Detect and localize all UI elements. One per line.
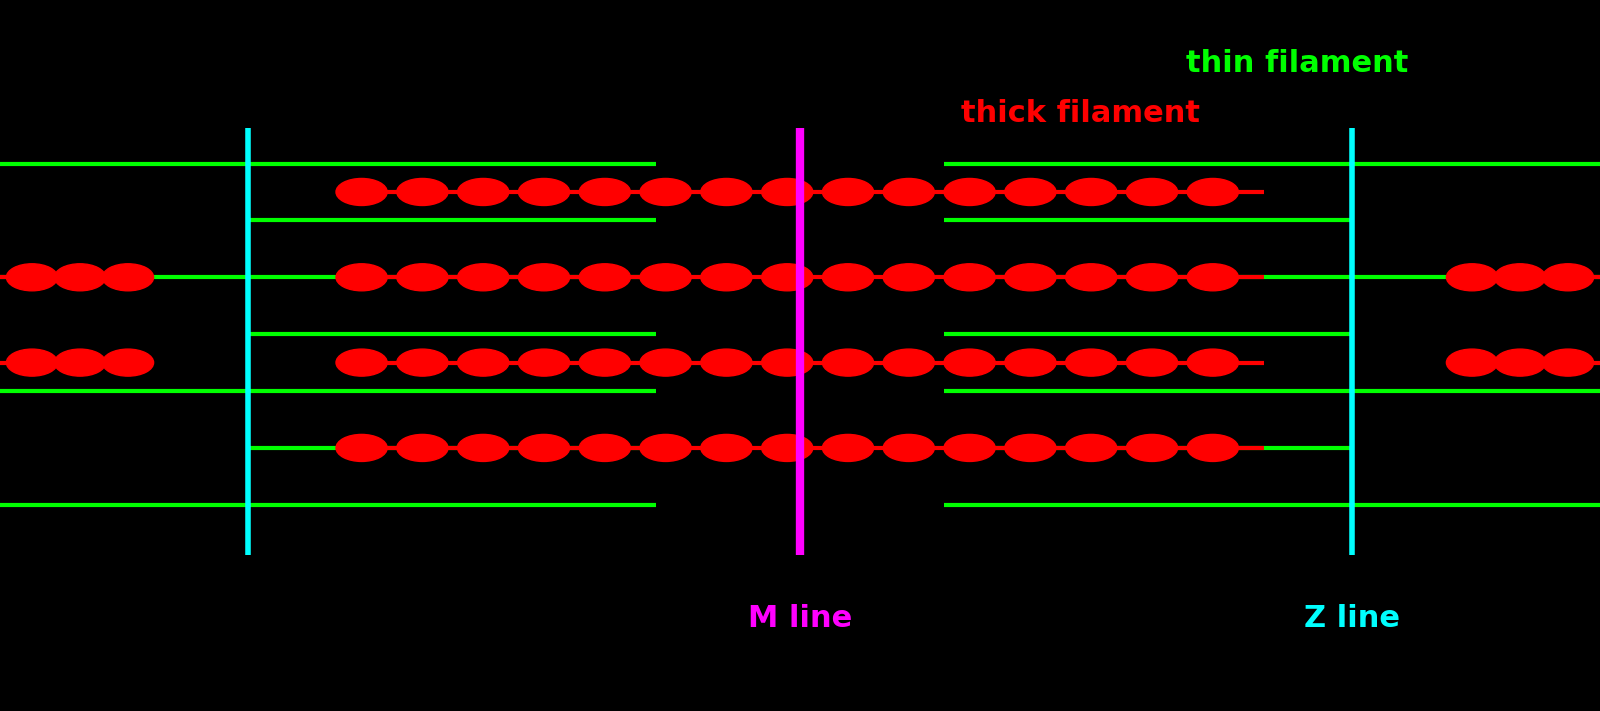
Ellipse shape — [1187, 178, 1238, 205]
Ellipse shape — [1066, 178, 1117, 205]
Ellipse shape — [1542, 264, 1594, 291]
Ellipse shape — [336, 349, 387, 376]
Ellipse shape — [1494, 264, 1546, 291]
Ellipse shape — [1066, 264, 1117, 291]
Ellipse shape — [822, 178, 874, 205]
Ellipse shape — [640, 434, 691, 461]
Ellipse shape — [1446, 264, 1498, 291]
Ellipse shape — [6, 349, 58, 376]
Ellipse shape — [701, 434, 752, 461]
Ellipse shape — [458, 178, 509, 205]
Ellipse shape — [762, 349, 813, 376]
Ellipse shape — [1187, 434, 1238, 461]
Ellipse shape — [883, 178, 934, 205]
Ellipse shape — [1005, 434, 1056, 461]
Ellipse shape — [944, 178, 995, 205]
Ellipse shape — [54, 264, 106, 291]
Ellipse shape — [640, 349, 691, 376]
Ellipse shape — [579, 434, 630, 461]
Ellipse shape — [1126, 178, 1178, 205]
Ellipse shape — [518, 434, 570, 461]
Ellipse shape — [1494, 349, 1546, 376]
Ellipse shape — [579, 178, 630, 205]
Text: M line: M line — [747, 604, 853, 633]
Ellipse shape — [944, 434, 995, 461]
Ellipse shape — [518, 349, 570, 376]
Ellipse shape — [458, 264, 509, 291]
Ellipse shape — [1066, 434, 1117, 461]
Ellipse shape — [640, 264, 691, 291]
Ellipse shape — [701, 178, 752, 205]
Ellipse shape — [54, 349, 106, 376]
Ellipse shape — [1066, 349, 1117, 376]
Ellipse shape — [1542, 349, 1594, 376]
Ellipse shape — [883, 349, 934, 376]
Text: thin filament: thin filament — [1186, 50, 1408, 78]
Ellipse shape — [762, 434, 813, 461]
Ellipse shape — [1126, 434, 1178, 461]
Ellipse shape — [397, 434, 448, 461]
Ellipse shape — [701, 264, 752, 291]
Ellipse shape — [701, 349, 752, 376]
Ellipse shape — [1005, 349, 1056, 376]
Ellipse shape — [458, 434, 509, 461]
Ellipse shape — [458, 349, 509, 376]
Ellipse shape — [1005, 178, 1056, 205]
Ellipse shape — [944, 264, 995, 291]
Ellipse shape — [102, 264, 154, 291]
Ellipse shape — [822, 349, 874, 376]
Ellipse shape — [1126, 264, 1178, 291]
Ellipse shape — [336, 264, 387, 291]
Ellipse shape — [336, 434, 387, 461]
Ellipse shape — [6, 264, 58, 291]
Text: thick filament: thick filament — [962, 100, 1200, 128]
Ellipse shape — [1187, 264, 1238, 291]
Ellipse shape — [822, 434, 874, 461]
Ellipse shape — [762, 178, 813, 205]
Ellipse shape — [579, 264, 630, 291]
Ellipse shape — [397, 264, 448, 291]
Ellipse shape — [518, 178, 570, 205]
Ellipse shape — [883, 264, 934, 291]
Ellipse shape — [397, 349, 448, 376]
Ellipse shape — [1446, 349, 1498, 376]
Ellipse shape — [762, 264, 813, 291]
Ellipse shape — [944, 349, 995, 376]
Ellipse shape — [883, 434, 934, 461]
Ellipse shape — [1187, 349, 1238, 376]
Ellipse shape — [822, 264, 874, 291]
Ellipse shape — [579, 349, 630, 376]
Ellipse shape — [397, 178, 448, 205]
Ellipse shape — [1126, 349, 1178, 376]
Ellipse shape — [518, 264, 570, 291]
Text: Z line: Z line — [1304, 604, 1400, 633]
Ellipse shape — [640, 178, 691, 205]
Ellipse shape — [102, 349, 154, 376]
Ellipse shape — [336, 178, 387, 205]
Ellipse shape — [1005, 264, 1056, 291]
